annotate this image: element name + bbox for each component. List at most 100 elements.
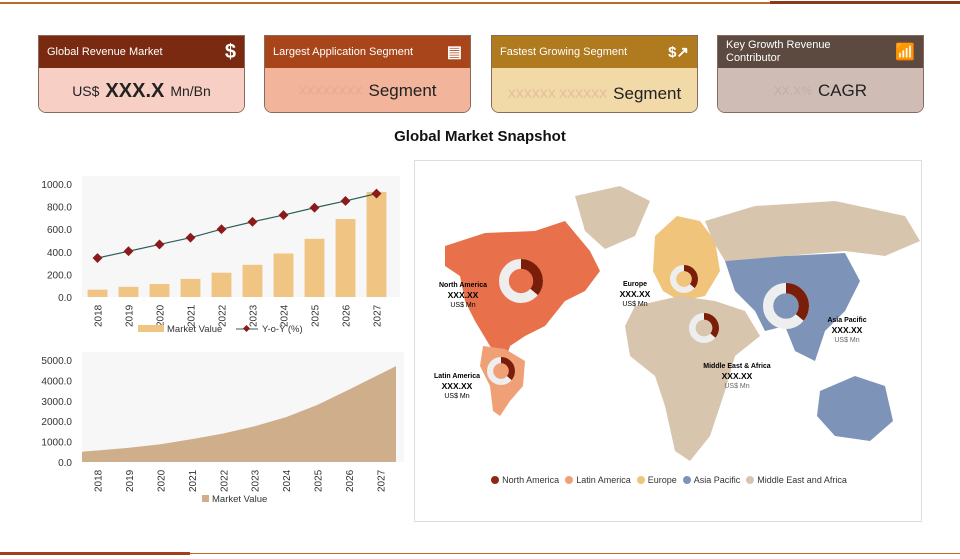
region-name: Middle East & Africa [703, 363, 771, 370]
card-ghost: XXXXXX XXXXXX [507, 87, 608, 101]
map-middle-east-africa [625, 296, 760, 461]
bar-2023 [242, 264, 263, 297]
donut-segment [486, 356, 515, 385]
world-map: North America XXX.XX US$ Mn Latin Americ… [434, 186, 920, 461]
legend-swatch [138, 325, 164, 332]
y-tick-label: 3000.0 [41, 397, 72, 408]
x-tick-label: 2022 [219, 469, 230, 492]
top-rule [0, 2, 960, 4]
label-europe: Europe XXX.XX US$ Mn [620, 281, 651, 308]
label-north-america: North America XXX.XX US$ Mn [439, 282, 487, 309]
region-unit: US$ Mn [834, 337, 859, 344]
card-header: Global Revenue Market [47, 46, 163, 58]
x-tick-label: 2019 [125, 304, 136, 327]
donut-segment [689, 313, 719, 343]
world-map-panel: North America XXX.XX US$ Mn Latin Americ… [414, 160, 922, 522]
yoy-marker-2023 [247, 216, 258, 227]
y-tick-label: 1000.0 [41, 180, 72, 191]
region-unit: US$ Mn [622, 301, 647, 308]
y-tick-label: 4000.0 [41, 376, 72, 387]
yoy-marker-2019 [123, 246, 134, 257]
donut-center [773, 293, 799, 319]
region-value: XXX.XX [722, 371, 753, 381]
card-value: Segment [613, 84, 682, 103]
region-name: Asia Pacific [827, 317, 866, 324]
map-europe [653, 216, 720, 301]
top-rule-accent [770, 1, 960, 4]
card-value: CAGR [817, 81, 868, 100]
card-fastest-growing: Fastest Growing Segment $↗ XXXXXX XXXXXX S… [491, 35, 698, 113]
donut-segment [763, 283, 810, 330]
region-value: XXX.XX [448, 290, 479, 300]
donut-center [676, 271, 692, 287]
label-latin-america: Latin America XXX.XX US$ Mn [434, 373, 480, 400]
card-ghost: XXXXXXXX [298, 84, 363, 98]
page-title: Global Market Snapshot [394, 128, 566, 145]
x-tick-label: 2023 [249, 304, 260, 327]
yoy-marker-2018 [92, 253, 103, 263]
card-largest-application: Largest Application Segment ▤ XXXXXXXX Seg… [264, 35, 471, 113]
dollar-icon: $ [224, 40, 236, 63]
market-value-area-chart: 0.0 1000.0 2000.0 3000.0 4000.0 5000.0 2018 201… [41, 352, 404, 505]
x-tick-label: 2024 [282, 469, 293, 492]
y-tick-label: 0.0 [58, 458, 72, 469]
x-tick-label: 2024 [280, 304, 291, 327]
card-suffix: Mn/Bn [170, 83, 211, 99]
map-greenland [575, 186, 650, 249]
bar-2026 [335, 219, 356, 297]
x-tick-label: 2026 [345, 469, 356, 492]
label-asia-pacific: Asia Pacific XXX.XX US$ Mn [827, 317, 866, 344]
legend-item: Middle East and Africa [746, 475, 847, 485]
bar-2019 [118, 286, 139, 297]
donut-segment [670, 265, 699, 294]
legend-marker [242, 324, 251, 333]
x-tick-label: 2018 [94, 304, 105, 327]
y-tick-label: 600.0 [47, 225, 72, 236]
card-global-revenue: Global Revenue Market $ US$ XXX.X Mn/Bn [38, 35, 245, 113]
legend-label: Y-o-Y (%) [262, 324, 303, 335]
bar-2024 [273, 253, 294, 297]
x-tick-label: 2023 [251, 469, 262, 492]
card-header: Key Growth Revenue Contributor [726, 39, 831, 64]
y-tick-label: 800.0 [47, 203, 72, 214]
region-name: North America [439, 282, 487, 289]
yoy-line [97, 193, 377, 259]
x-tick-label: 2021 [187, 304, 198, 327]
bar-2027 [366, 191, 387, 297]
donut-center [508, 268, 534, 294]
map-legend: North America Latin America Europe Asia … [415, 475, 923, 485]
x-tick-label: 2026 [342, 304, 353, 327]
x-tick-label: 2027 [376, 469, 387, 492]
region-name: Europe [623, 281, 647, 288]
region-unit: US$ Mn [444, 393, 469, 400]
bar-2025 [304, 238, 325, 297]
donut-segment [498, 259, 543, 304]
x-tick-label: 2019 [125, 469, 136, 492]
y-tick-label: 200.0 [47, 270, 72, 281]
region-value: XXX.XX [832, 325, 863, 335]
map-australia [817, 376, 893, 441]
card-prefix: US$ [72, 83, 100, 99]
donut-center [695, 319, 713, 337]
card-ghost: XX.X% [773, 84, 812, 98]
region-name: Latin America [434, 373, 480, 380]
x-tick-label: 2025 [314, 469, 325, 492]
y-tick-label: 400.0 [47, 248, 72, 259]
region-value: XXX.XX [620, 289, 651, 299]
card-value: Segment [368, 81, 437, 100]
region-unit: US$ Mn [724, 383, 749, 390]
area-series [82, 366, 396, 462]
legend-label: Market Value [167, 324, 222, 335]
donut-center [493, 363, 509, 379]
x-tick-label: 2018 [94, 469, 105, 492]
bottom-rule-accent [0, 552, 190, 555]
x-tick-label: 2022 [218, 304, 229, 327]
map-north-asia [705, 201, 920, 261]
card-header: Fastest Growing Segment [500, 46, 628, 58]
x-tick-label: 2020 [156, 304, 167, 327]
legend-item: Latin America [565, 475, 631, 485]
bar-2020 [149, 284, 170, 297]
bar-chart-icon: 📶 [895, 44, 915, 61]
card-value: XXX.X [105, 79, 165, 102]
bar-2018 [87, 289, 108, 297]
